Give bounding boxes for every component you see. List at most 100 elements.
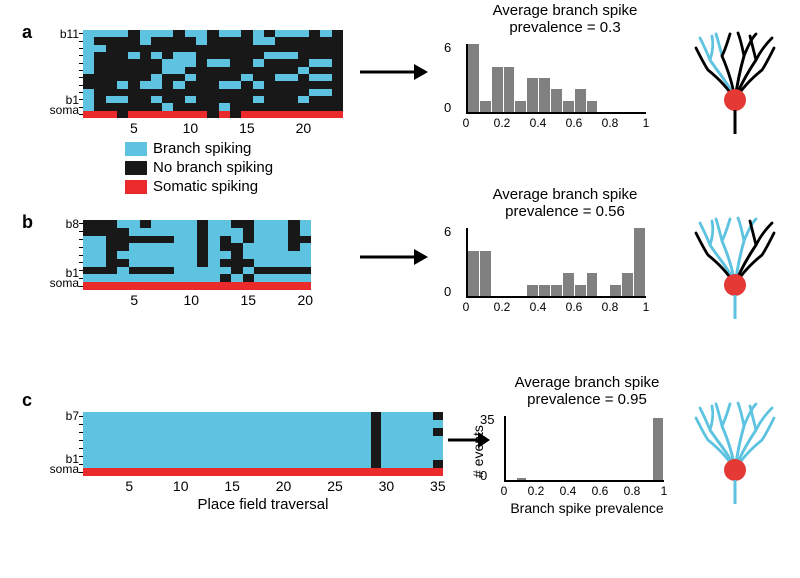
- heatmap-xtick: 5: [130, 120, 138, 136]
- heatmap-cell: [140, 74, 151, 81]
- heatmap-cell: [140, 259, 151, 267]
- heatmap-cell: [275, 67, 286, 74]
- heatmap-c: b7 b1 soma 5101520253035: [83, 412, 443, 476]
- heatmap-cell: [162, 59, 173, 66]
- heatmap-cell: [220, 236, 231, 244]
- heatmap-soma-cell: [278, 468, 288, 476]
- heatmap-a-ylab-soma: soma: [39, 103, 79, 117]
- heatmap-soma-cell: [106, 282, 117, 290]
- heatmap-cell: [163, 243, 174, 251]
- heatmap-cell: [83, 428, 93, 436]
- heatmap-cell: [155, 420, 165, 428]
- heatmap-ytick: [79, 114, 83, 115]
- heatmap-cell: [93, 420, 103, 428]
- heatmap-cell: [94, 74, 105, 81]
- heatmap-cell: [94, 228, 105, 236]
- heatmap-cell: [106, 267, 117, 275]
- heatmap-cell: [243, 236, 254, 244]
- hist-a-ytick-max: 6: [444, 40, 451, 55]
- heatmap-soma-cell: [265, 282, 276, 290]
- heatmap-cell: [253, 45, 264, 52]
- heatmap-ytick: [79, 456, 83, 457]
- heatmap-cell: [185, 96, 196, 103]
- heatmap-cell: [230, 37, 241, 44]
- heatmap-cell: [264, 103, 275, 110]
- heatmap-cell: [264, 52, 275, 59]
- heatmap-c-ylab-top: b7: [53, 409, 79, 423]
- heatmap-cell: [94, 45, 105, 52]
- heatmap-cell: [162, 30, 173, 37]
- heatmap-cell: [299, 452, 309, 460]
- heatmap-cell: [392, 444, 402, 452]
- heatmap-cell: [206, 452, 216, 460]
- heatmap-cell: [320, 52, 331, 59]
- heatmap-cell: [145, 436, 155, 444]
- heatmap-cell: [206, 420, 216, 428]
- heatmap-cell: [186, 412, 196, 420]
- heatmap-cell: [185, 89, 196, 96]
- heatmap-cell: [117, 89, 128, 96]
- heatmap-cell: [197, 243, 208, 251]
- heatmap-cell: [433, 452, 443, 460]
- heatmap-xtick: 15: [224, 478, 240, 494]
- heatmap-cell: [299, 436, 309, 444]
- heatmap-cell: [106, 243, 117, 251]
- neuron-icon-c: [690, 400, 780, 510]
- heatmap-cell: [94, 274, 105, 282]
- heatmap-cell: [145, 428, 155, 436]
- heatmap-cell: [412, 452, 422, 460]
- heatmap-cell: [300, 259, 311, 267]
- heatmap-cell: [422, 460, 432, 468]
- heatmap-cell: [176, 420, 186, 428]
- heatmap-cell: [106, 251, 117, 259]
- heatmap-cell: [196, 444, 206, 452]
- heatmap-cell: [196, 96, 207, 103]
- heatmap-cell: [165, 444, 175, 452]
- heatmap-cell: [140, 30, 151, 37]
- heatmap-cell: [207, 67, 218, 74]
- heatmap-soma-cell: [422, 468, 432, 476]
- heatmap-soma-cell: [117, 282, 128, 290]
- heatmap-cell: [330, 444, 340, 452]
- heatmap-cell: [83, 74, 94, 81]
- legend: Branch spiking No branch spiking Somatic…: [125, 140, 273, 197]
- heatmap-cell: [227, 452, 237, 460]
- heatmap-a-grid: [83, 30, 343, 118]
- heatmap-soma-cell: [286, 111, 297, 118]
- heatmap-cell: [83, 67, 94, 74]
- heatmap-cell: [219, 74, 230, 81]
- heatmap-cell: [277, 220, 288, 228]
- heatmap-cell: [128, 96, 139, 103]
- heatmap-cell: [227, 436, 237, 444]
- heatmap-cell: [298, 81, 309, 88]
- heatmap-cell: [381, 420, 391, 428]
- heatmap-cell: [83, 444, 93, 452]
- heatmap-cell: [206, 412, 216, 420]
- heatmap-cell: [264, 30, 275, 37]
- heatmap-cell: [151, 243, 162, 251]
- heatmap-cell: [206, 436, 216, 444]
- heatmap-cell: [320, 103, 331, 110]
- heatmap-cell: [264, 89, 275, 96]
- heatmap-b-ylab-soma: soma: [39, 276, 79, 290]
- heatmap-cell: [299, 420, 309, 428]
- heatmap-cell: [151, 67, 162, 74]
- heatmap-cell: [173, 67, 184, 74]
- heatmap-ytick: [79, 278, 83, 279]
- heatmap-cell: [241, 30, 252, 37]
- heatmap-cell: [300, 274, 311, 282]
- heatmap-cell: [83, 452, 93, 460]
- hist-a-plot: [466, 44, 646, 114]
- neuron-icon-a: [690, 30, 780, 140]
- heatmap-cell: [309, 96, 320, 103]
- heatmap-cell: [309, 59, 320, 66]
- heatmap-soma-cell: [220, 282, 231, 290]
- heatmap-soma-cell: [277, 282, 288, 290]
- heatmap-cell: [129, 251, 140, 259]
- heatmap-cell: [117, 274, 128, 282]
- heatmap-soma-cell: [163, 282, 174, 290]
- heatmap-cell: [320, 37, 331, 44]
- heatmap-cell: [140, 251, 151, 259]
- heatmap-soma-cell: [258, 468, 268, 476]
- heatmap-cell: [174, 267, 185, 275]
